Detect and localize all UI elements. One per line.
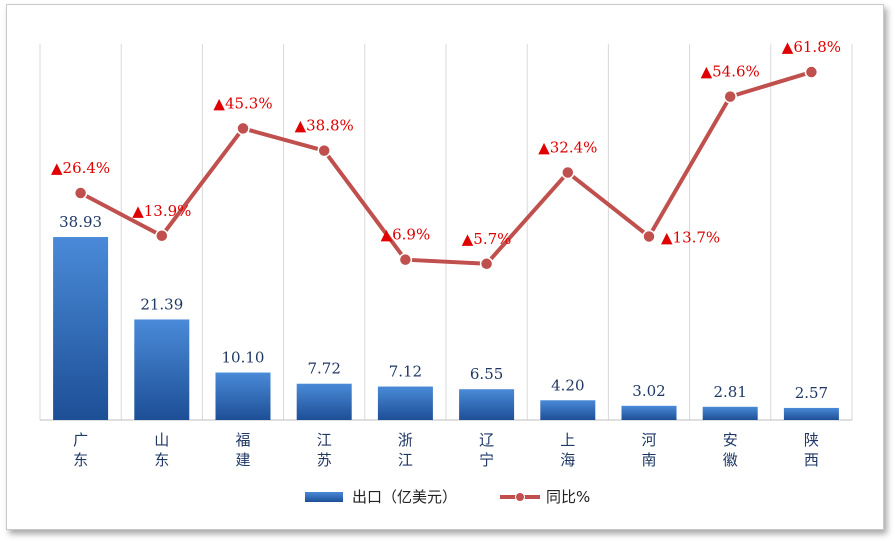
- bar: [53, 237, 109, 420]
- line-point: [398, 252, 413, 267]
- pct-labels: ▲26.4% ▲13.9% ▲45.3% ▲38.8% ▲6.9% ▲5.7% ▲32.4%…: [51, 38, 841, 248]
- bar-value-label: 4.20: [551, 376, 584, 394]
- bar: [134, 319, 190, 420]
- legend-bar-label: 出口（亿美元）: [352, 488, 457, 506]
- category-label: 东: [73, 451, 88, 469]
- line-point: [479, 257, 494, 271]
- category-label: 西: [804, 451, 819, 469]
- category-label: 东: [154, 451, 169, 469]
- category-label: 南: [641, 451, 656, 469]
- pct-label: ▲61.8%: [782, 38, 841, 56]
- bar-value-label: 2.81: [713, 383, 746, 401]
- pct-label: ▲38.8%: [295, 117, 354, 135]
- growth-line: [79, 70, 812, 266]
- bar-value-label: 7.12: [389, 363, 422, 381]
- pct-label: ▲45.3%: [213, 94, 272, 112]
- line-point: [73, 186, 88, 200]
- legend: 出口（亿美元） 同比%: [305, 488, 590, 506]
- category-label: 辽: [479, 431, 494, 449]
- category-label: 上: [560, 431, 575, 449]
- bar-value-label: 38.93: [59, 213, 102, 231]
- pct-label: ▲6.9%: [381, 226, 431, 244]
- pct-label: ▲5.7%: [462, 230, 512, 248]
- bar: [702, 406, 758, 420]
- line-point: [723, 89, 737, 104]
- grid-lines: [39, 44, 853, 420]
- category-label: 浙: [398, 431, 413, 449]
- line-series: [73, 65, 819, 271]
- bar: [621, 405, 677, 420]
- category-label: 山: [154, 431, 169, 449]
- category-label: 海: [560, 451, 575, 469]
- category-label: 苏: [317, 451, 332, 469]
- bar: [540, 400, 596, 420]
- pct-label: ▲13.7%: [661, 228, 720, 246]
- category-label: 江: [398, 451, 413, 469]
- bar-value-label: 7.72: [307, 360, 340, 378]
- legend-line-marker: [515, 492, 525, 502]
- line-point: [155, 229, 169, 243]
- pct-label: ▲32.4%: [538, 139, 597, 157]
- bar: [459, 389, 515, 420]
- category-label: 福: [235, 431, 250, 449]
- bar: [377, 386, 433, 420]
- bar-value-label: 10.10: [222, 349, 265, 367]
- bar: [783, 407, 839, 420]
- bar: [215, 372, 271, 420]
- line-point: [317, 143, 331, 158]
- category-label: 广: [73, 431, 88, 449]
- pct-label: ▲26.4%: [51, 159, 110, 177]
- legend-line-label: 同比%: [546, 488, 590, 506]
- bar-value-labels: 38.93 21.39 10.10 7.72 7.12 6.55 4.20 3.02 2.81 2…: [59, 213, 828, 402]
- bar-value-label: 3.02: [632, 382, 665, 400]
- pct-label: ▲13.9%: [132, 202, 191, 220]
- line-point: [561, 165, 575, 180]
- line-point: [236, 121, 250, 136]
- category-label: 安: [723, 431, 738, 449]
- chart-frame: [6, 4, 884, 530]
- legend-bar-swatch: [305, 492, 343, 502]
- category-label: 宁: [479, 451, 494, 469]
- bar-value-label: 21.39: [140, 295, 183, 313]
- pct-label: ▲54.6%: [701, 63, 760, 81]
- line-point: [804, 65, 819, 79]
- category-label: 陕: [804, 431, 819, 449]
- category-label: 江: [317, 431, 332, 449]
- category-label: 河: [641, 431, 656, 449]
- bar: [296, 383, 352, 420]
- bar-value-label: 2.57: [795, 384, 828, 402]
- category-label: 徽: [723, 451, 738, 469]
- bar-value-label: 6.55: [470, 365, 503, 383]
- category-label: 建: [235, 451, 250, 469]
- bar-series: [53, 237, 839, 420]
- line-point: [642, 229, 656, 244]
